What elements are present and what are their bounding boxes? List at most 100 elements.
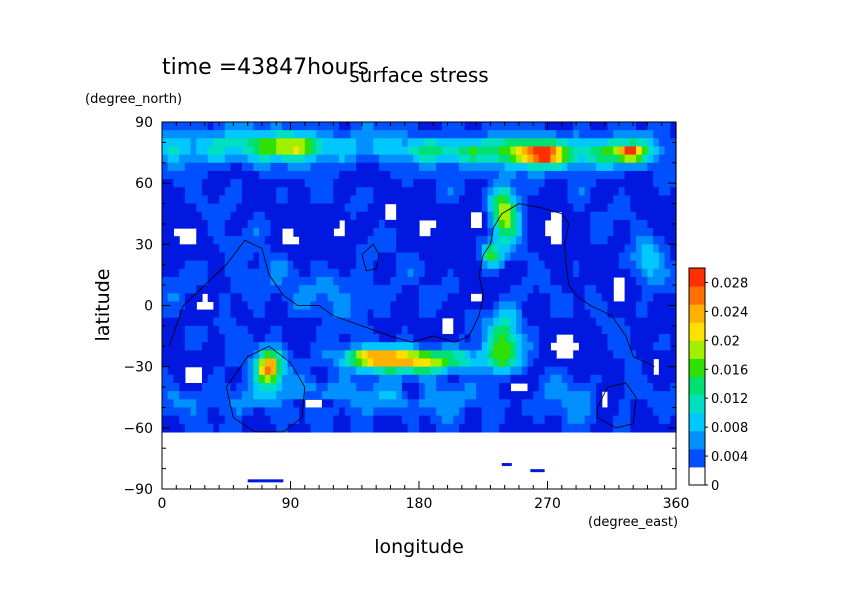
heatmap-cell [527, 366, 534, 376]
heatmap-cell [647, 350, 654, 360]
heatmap-cell [533, 268, 540, 278]
heatmap-cell [601, 244, 609, 254]
heatmap-cell [413, 407, 420, 417]
heatmap-cell [253, 325, 260, 335]
heatmap-cell [207, 236, 214, 245]
heatmap-cell [167, 195, 175, 205]
heatmap-cell [270, 203, 277, 213]
heatmap-cell [350, 268, 357, 278]
heatmap-cell [264, 154, 272, 164]
heatmap-cell [658, 162, 666, 172]
heatmap-cell [367, 170, 374, 180]
heatmap-cell [407, 146, 414, 156]
heatmap-cell [658, 228, 666, 237]
heatmap-cell [516, 179, 523, 188]
heatmap-cell [476, 334, 483, 343]
heatmap-cell [578, 252, 586, 262]
heatmap-cell [339, 399, 346, 409]
heatmap-cell [401, 187, 409, 196]
heatmap-cell [264, 301, 272, 311]
heatmap-cell [618, 146, 626, 156]
heatmap-cell [321, 146, 329, 156]
heatmap-cell [476, 203, 483, 213]
heatmap-cell [373, 301, 380, 311]
heatmap-cell [578, 382, 586, 392]
heatmap-cell [630, 391, 637, 400]
heatmap-cell [424, 146, 432, 156]
heatmap-cell [333, 276, 340, 286]
heatmap-cell [213, 219, 220, 229]
heatmap-cell [590, 211, 597, 221]
heatmap-cell [590, 252, 597, 262]
heatmap-cell [470, 203, 477, 213]
heatmap-cell [601, 211, 609, 221]
heatmap-cell [373, 391, 380, 400]
heatmap-cell [270, 382, 277, 392]
heatmap-cell [350, 228, 357, 237]
heatmap-cell [550, 317, 557, 327]
heatmap-cell [521, 244, 529, 254]
heatmap-cell [281, 366, 289, 376]
heatmap-cell [419, 130, 426, 139]
heatmap-cell [356, 162, 363, 172]
heatmap-cell [339, 211, 346, 221]
heatmap-cell [458, 146, 466, 156]
heatmap-cell [162, 252, 169, 262]
heatmap-cell [264, 187, 272, 196]
heatmap-cell [287, 342, 294, 351]
heatmap-cell [533, 260, 540, 270]
heatmap-cell [601, 203, 609, 213]
heatmap-cell [379, 122, 386, 131]
heatmap-cell [573, 334, 580, 343]
heatmap-cell [333, 187, 340, 196]
heatmap-cell [481, 391, 489, 400]
heatmap-cell [573, 187, 580, 196]
heatmap-cell [636, 154, 643, 164]
heatmap-cell [453, 236, 460, 245]
heatmap-cell [476, 285, 483, 294]
heatmap-cell [407, 195, 414, 205]
heatmap-cell [201, 317, 209, 327]
heatmap-cell [504, 317, 511, 327]
heatmap-cell [407, 252, 414, 262]
heatmap-cell [413, 391, 420, 400]
heatmap-cell [344, 350, 352, 360]
heatmap-cell [521, 138, 529, 148]
heatmap-cell [430, 391, 437, 400]
heatmap-cell [419, 179, 426, 188]
heatmap-cell [407, 154, 414, 164]
heatmap-cell [538, 252, 546, 262]
heatmap-cell [453, 293, 460, 303]
heatmap-cell [453, 276, 460, 286]
heatmap-cell [636, 285, 643, 294]
heatmap-cell [630, 358, 637, 368]
heatmap-cell [356, 293, 363, 303]
heatmap-cell [647, 301, 654, 311]
heatmap-cell [407, 391, 414, 400]
heatmap-cell [281, 154, 289, 164]
heatmap-cell [544, 268, 551, 278]
heatmap-cell [624, 211, 631, 221]
heatmap-cell [396, 309, 403, 319]
heatmap-cell [533, 325, 540, 335]
heatmap-cell [590, 334, 597, 343]
heatmap-cell [310, 382, 317, 392]
heatmap-cell [601, 317, 609, 327]
heatmap-cell [670, 317, 677, 327]
heatmap-cell [419, 366, 426, 376]
heatmap-cell [196, 154, 203, 164]
heatmap-cell [624, 170, 631, 180]
heatmap-cell [481, 382, 489, 392]
heatmap-cell [653, 382, 660, 392]
heatmap-cell [550, 179, 557, 188]
heatmap-cell [647, 293, 654, 303]
heatmap-cell [184, 342, 192, 351]
heatmap-cell [556, 268, 563, 278]
heatmap-cell [413, 195, 420, 205]
heatmap-cell [201, 358, 209, 368]
heatmap-cell [641, 325, 649, 335]
heatmap-cell [361, 268, 369, 278]
heatmap-cell [424, 154, 432, 164]
heatmap-cell [259, 219, 266, 229]
heatmap-cell [253, 154, 260, 164]
